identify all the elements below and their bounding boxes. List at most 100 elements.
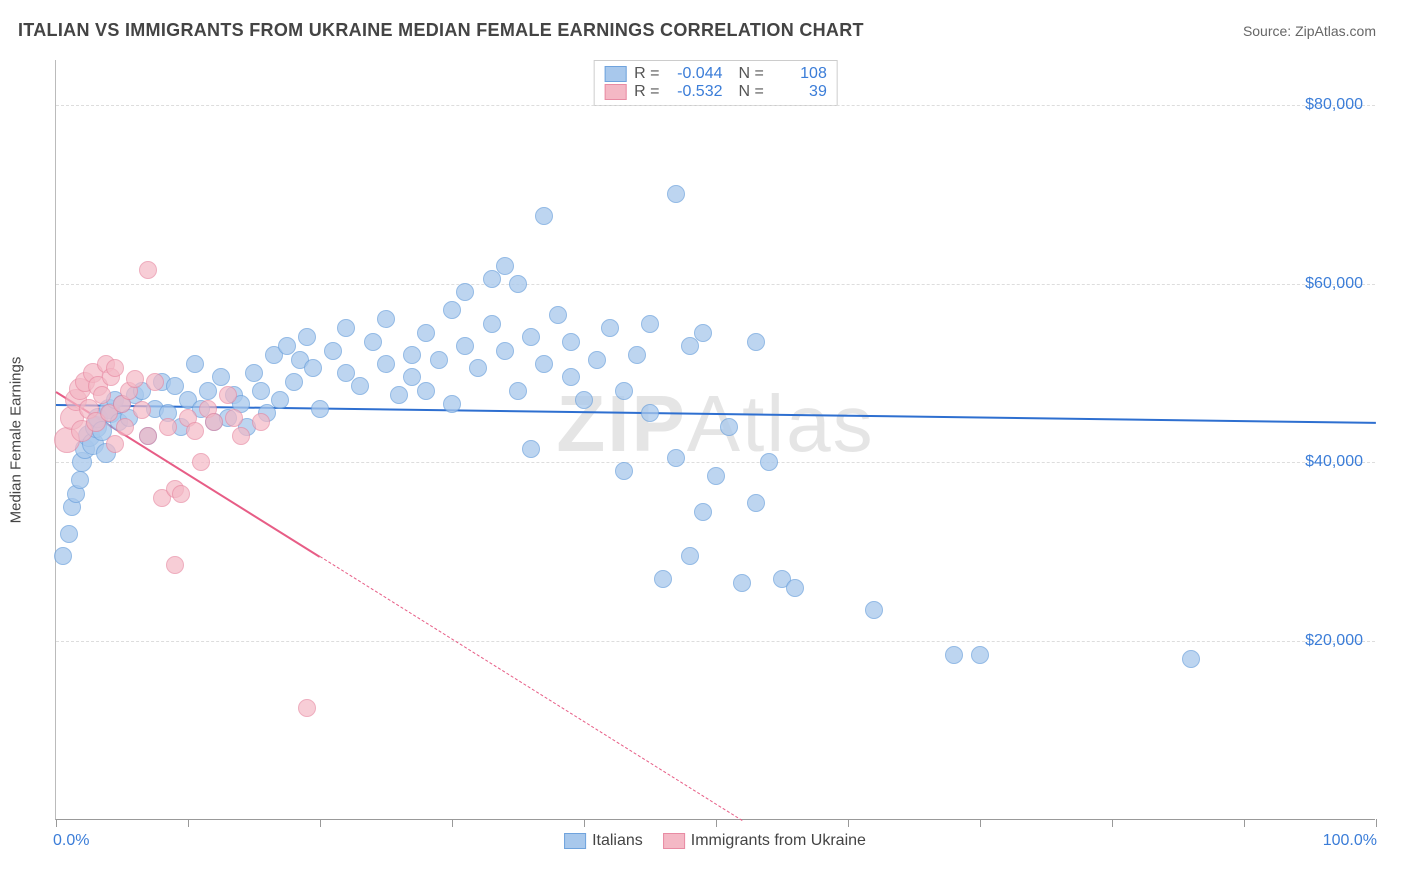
legend-swatch bbox=[604, 66, 626, 82]
x-tick bbox=[1244, 819, 1245, 827]
scatter-point-ukraine bbox=[133, 401, 151, 419]
y-tick-label: $80,000 bbox=[1305, 96, 1363, 114]
source-name: ZipAtlas.com bbox=[1295, 23, 1376, 39]
chart-container: Median Female Earnings ZIPAtlas R =-0.04… bbox=[55, 60, 1375, 820]
scatter-point-italians bbox=[483, 315, 501, 333]
scatter-point-ukraine bbox=[186, 422, 204, 440]
scatter-point-ukraine bbox=[298, 699, 316, 717]
scatter-point-ukraine bbox=[126, 370, 144, 388]
scatter-point-italians bbox=[971, 646, 989, 664]
gridline bbox=[56, 105, 1375, 106]
n-value: 39 bbox=[772, 83, 827, 101]
scatter-point-italians bbox=[186, 355, 204, 373]
scatter-point-italians bbox=[456, 283, 474, 301]
y-tick-label: $40,000 bbox=[1305, 453, 1363, 471]
x-tick bbox=[320, 819, 321, 827]
x-tick bbox=[584, 819, 585, 827]
scatter-point-ukraine bbox=[172, 485, 190, 503]
scatter-point-italians bbox=[54, 547, 72, 565]
legend-swatch bbox=[604, 84, 626, 100]
scatter-point-italians bbox=[377, 355, 395, 373]
scatter-point-italians bbox=[443, 301, 461, 319]
legend-stat-row-ukraine: R =-0.532N =39 bbox=[604, 83, 827, 101]
scatter-point-italians bbox=[417, 324, 435, 342]
scatter-point-italians bbox=[364, 333, 382, 351]
scatter-point-italians bbox=[324, 342, 342, 360]
scatter-point-ukraine bbox=[192, 453, 210, 471]
scatter-point-italians bbox=[641, 315, 659, 333]
scatter-point-italians bbox=[390, 386, 408, 404]
scatter-point-italians bbox=[760, 453, 778, 471]
scatter-point-italians bbox=[707, 467, 725, 485]
gridline bbox=[56, 284, 1375, 285]
legend-swatch bbox=[663, 833, 685, 849]
scatter-point-italians bbox=[601, 319, 619, 337]
scatter-point-italians bbox=[786, 579, 804, 597]
scatter-point-italians bbox=[377, 310, 395, 328]
legend-stat-row-italians: R =-0.044N =108 bbox=[604, 65, 827, 83]
gridline bbox=[56, 641, 1375, 642]
watermark: ZIPAtlas bbox=[556, 378, 874, 470]
r-value: -0.044 bbox=[668, 65, 723, 83]
legend-swatch bbox=[564, 833, 586, 849]
scatter-point-italians bbox=[562, 368, 580, 386]
scatter-point-italians bbox=[628, 346, 646, 364]
legend-series-item-ukraine: Immigrants from Ukraine bbox=[663, 832, 866, 850]
scatter-point-ukraine bbox=[139, 427, 157, 445]
scatter-point-italians bbox=[417, 382, 435, 400]
scatter-point-italians bbox=[430, 351, 448, 369]
scatter-point-italians bbox=[443, 395, 461, 413]
scatter-point-italians bbox=[199, 382, 217, 400]
scatter-point-italians bbox=[522, 440, 540, 458]
scatter-point-italians bbox=[945, 646, 963, 664]
n-label: N = bbox=[739, 83, 764, 101]
x-tick bbox=[716, 819, 717, 827]
x-axis-min-label: 0.0% bbox=[53, 832, 89, 850]
scatter-point-italians bbox=[694, 503, 712, 521]
scatter-point-italians bbox=[747, 333, 765, 351]
scatter-point-ukraine bbox=[106, 359, 124, 377]
n-label: N = bbox=[739, 65, 764, 83]
scatter-point-italians bbox=[403, 346, 421, 364]
scatter-point-italians bbox=[298, 328, 316, 346]
scatter-point-italians bbox=[681, 337, 699, 355]
scatter-point-italians bbox=[469, 359, 487, 377]
trend-line bbox=[320, 556, 743, 821]
scatter-point-italians bbox=[496, 257, 514, 275]
scatter-point-italians bbox=[667, 449, 685, 467]
scatter-point-italians bbox=[694, 324, 712, 342]
scatter-point-italians bbox=[252, 382, 270, 400]
plot-area: Median Female Earnings ZIPAtlas R =-0.04… bbox=[55, 60, 1375, 820]
x-tick bbox=[1376, 819, 1377, 827]
y-axis-label: Median Female Earnings bbox=[8, 356, 25, 523]
scatter-point-italians bbox=[509, 382, 527, 400]
scatter-point-italians bbox=[535, 355, 553, 373]
scatter-point-ukraine bbox=[205, 413, 223, 431]
legend-series-label: Immigrants from Ukraine bbox=[691, 832, 866, 850]
scatter-point-italians bbox=[865, 601, 883, 619]
n-value: 108 bbox=[772, 65, 827, 83]
scatter-point-italians bbox=[245, 364, 263, 382]
scatter-point-italians bbox=[351, 377, 369, 395]
scatter-point-italians bbox=[337, 319, 355, 337]
chart-title: ITALIAN VS IMMIGRANTS FROM UKRAINE MEDIA… bbox=[18, 20, 864, 41]
scatter-point-italians bbox=[615, 462, 633, 480]
scatter-point-italians bbox=[549, 306, 567, 324]
scatter-point-italians bbox=[720, 418, 738, 436]
scatter-point-ukraine bbox=[146, 373, 164, 391]
y-tick-label: $60,000 bbox=[1305, 275, 1363, 293]
scatter-point-italians bbox=[212, 368, 230, 386]
scatter-point-italians bbox=[667, 185, 685, 203]
legend-series-item-italians: Italians bbox=[564, 832, 643, 850]
scatter-point-italians bbox=[304, 359, 322, 377]
x-tick bbox=[848, 819, 849, 827]
scatter-point-italians bbox=[654, 570, 672, 588]
scatter-point-ukraine bbox=[232, 427, 250, 445]
scatter-point-italians bbox=[615, 382, 633, 400]
scatter-point-ukraine bbox=[116, 418, 134, 436]
scatter-point-ukraine bbox=[252, 413, 270, 431]
scatter-point-italians bbox=[1182, 650, 1200, 668]
scatter-point-ukraine bbox=[225, 409, 243, 427]
scatter-point-italians bbox=[535, 207, 553, 225]
r-label: R = bbox=[634, 83, 659, 101]
